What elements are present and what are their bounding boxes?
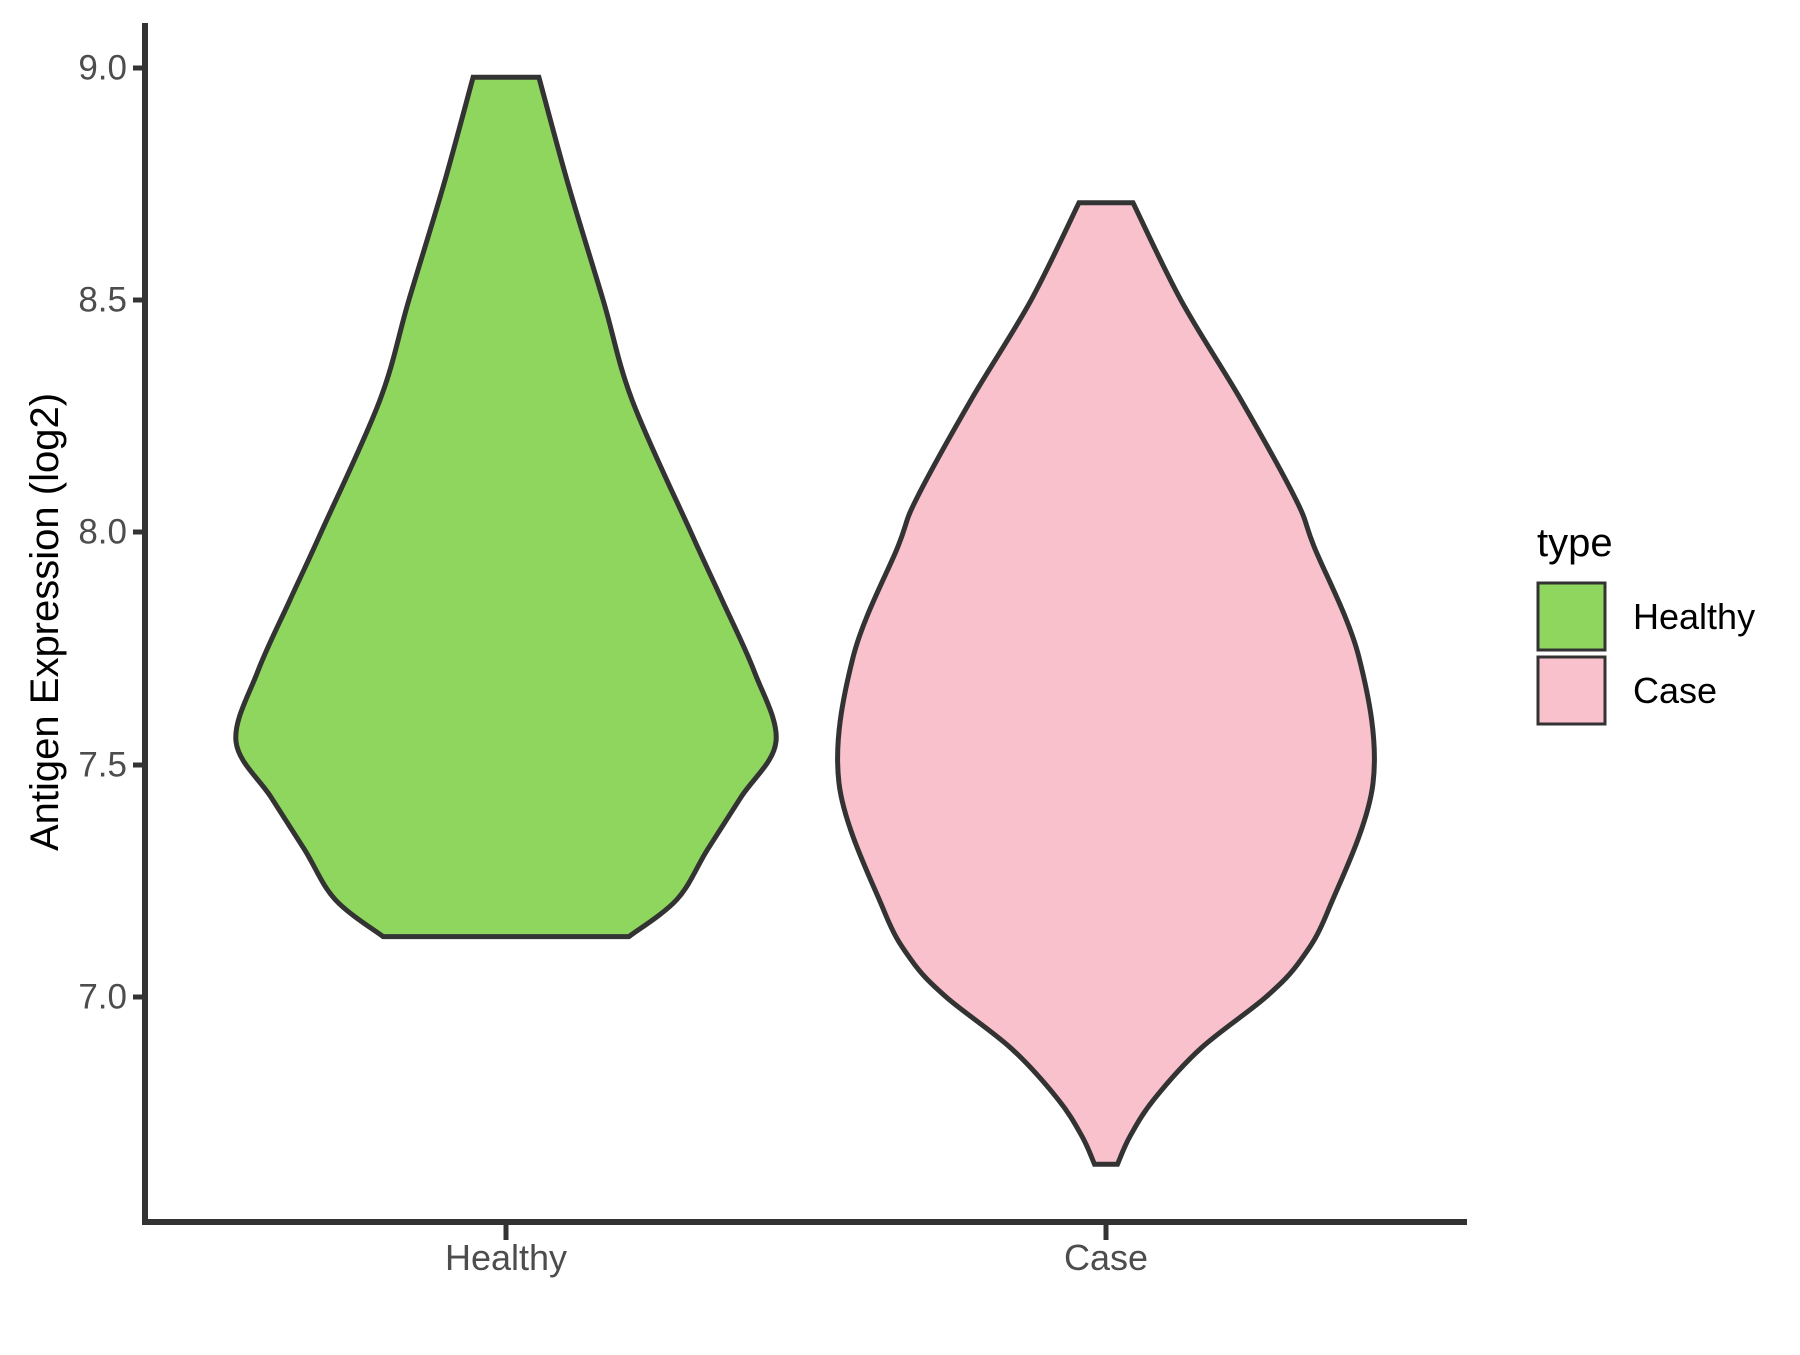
y-axis-title: Antigen Expression (log2) <box>23 393 67 851</box>
legend-title: type <box>1537 521 1613 565</box>
y-tick-label: 7.5 <box>78 746 127 785</box>
legend-label-case: Case <box>1633 670 1717 711</box>
y-tick-label: 9.0 <box>78 49 127 88</box>
legend: type Healthy Case <box>1536 521 1755 726</box>
violin-case <box>835 200 1377 1167</box>
y-tick-label: 8.0 <box>78 513 127 552</box>
x-tick-label-healthy: Healthy <box>445 1237 567 1278</box>
violin-healthy <box>233 74 779 940</box>
x-tick-label-case: Case <box>1064 1237 1148 1278</box>
y-tick-label: 8.5 <box>78 281 127 320</box>
legend-key-case <box>1536 655 1607 726</box>
legend-key-healthy <box>1536 581 1607 652</box>
y-tick-label: 7.0 <box>78 978 127 1017</box>
legend-label-healthy: Healthy <box>1633 596 1755 637</box>
